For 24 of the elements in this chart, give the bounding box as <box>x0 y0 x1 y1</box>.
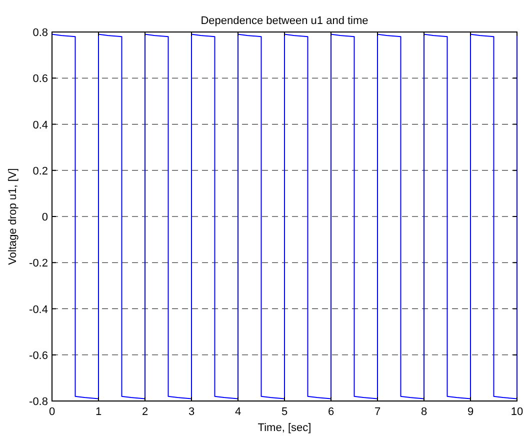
y-tick-label: -0.6 <box>29 350 48 362</box>
y-tick-label: -0.4 <box>29 304 48 316</box>
y-tick-label: 0.2 <box>32 165 48 178</box>
x-tick-label: 5 <box>281 406 288 418</box>
x-tick-label: 4 <box>234 406 242 418</box>
y-tick-label: 0.6 <box>32 73 48 86</box>
x-tick-label: 9 <box>467 406 474 418</box>
x-tick-label: 2 <box>142 406 148 418</box>
x-axis-title: Time, [sec] <box>258 422 312 434</box>
x-tick-label: 1 <box>95 406 102 418</box>
y-tick-label: 0.8 <box>32 27 48 39</box>
y-axis-title: Voltage drop u1, [V] <box>7 168 19 265</box>
x-tick-label: 3 <box>188 406 195 418</box>
x-tick-label: 8 <box>420 406 428 418</box>
y-tick-label: 0.4 <box>32 119 48 132</box>
x-tick-label: 10 <box>510 406 524 418</box>
line-series <box>52 34 518 400</box>
x-tick-label: 6 <box>328 406 334 418</box>
x-tick-label: 7 <box>374 406 381 418</box>
y-tick-label: -0.8 <box>29 396 48 408</box>
x-tick-label: 0 <box>48 406 56 418</box>
y-tick-label: -0.2 <box>29 258 48 270</box>
y-tick-label: 0 <box>42 212 48 224</box>
chart-title: Dependence between u1 and time <box>200 15 368 27</box>
